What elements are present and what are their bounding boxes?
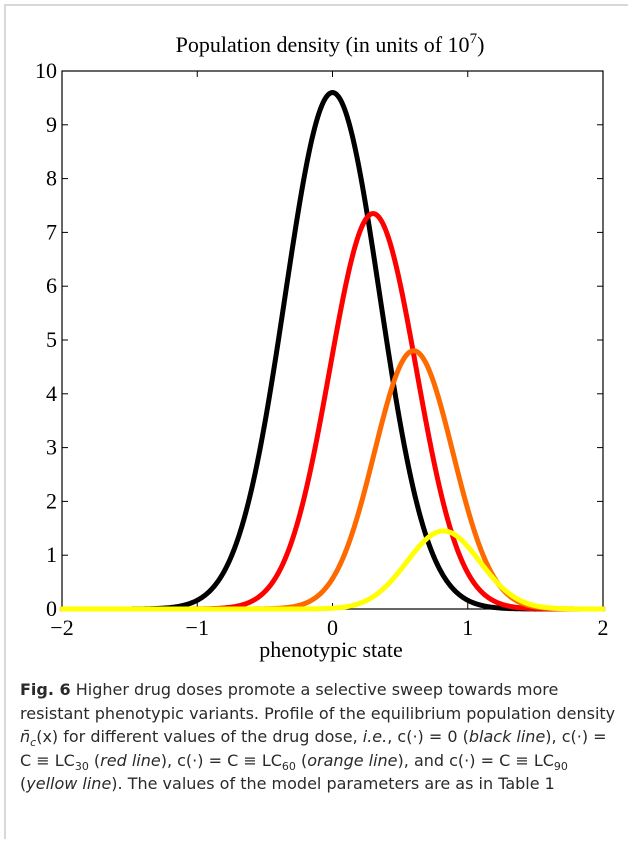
series-line-orange [59,348,606,612]
caption-sub60: 60 [281,759,296,773]
y-tick-label: 7 [46,219,57,244]
caption-part6: ), and c(·) = C ≡ LC [397,750,554,770]
y-tick-label: 5 [46,327,57,352]
y-tick-label: 6 [46,273,57,298]
caption-sub30: 30 [74,759,89,773]
y-tick-label: 4 [46,381,57,406]
caption-part1: , c(·) = 0 ( [387,727,469,746]
caption-part2: ), c(·) = C ≡ LC [20,727,607,770]
x-tick-label: 1 [462,615,473,640]
caption-lead: Higher drug doses promote a selective sw… [20,680,616,723]
chart: Population density (in units of 107) −2−… [35,31,609,662]
plot-frame [61,70,604,610]
caption-part4: ), c(·) = C ≡ LC [160,750,282,770]
chart-title-close: ) [477,32,484,57]
caption-part3: ( [88,750,101,770]
x-tick-label: −2 [50,615,73,640]
y-tick-label: 1 [46,542,57,567]
caption-part8: ). The values of the model parameters ar… [111,774,555,793]
caption-orange-line: orange line [307,750,398,770]
caption-black-line: black line [468,727,546,746]
page-border [4,4,628,839]
y-tick-label: 9 [46,112,57,137]
y-tick-label: 10 [35,58,57,83]
chart-title-exponent: 7 [470,31,478,47]
y-tick-label: 3 [46,435,57,460]
caption-part7: ( [20,774,27,793]
caption-part5: ( [295,750,308,770]
x-axis-label: phenotypic state [259,637,403,662]
caption-red-line: red line [100,750,161,770]
caption-after-n: (x) for different values of the drug dos… [36,727,363,746]
series-line-red [59,211,606,612]
chart-title-main: Population density (in units of 10 [176,32,470,57]
y-tick-label: 2 [46,488,57,513]
caption-yellow-line: yellow line [26,774,112,793]
x-tick-label: −1 [186,615,209,640]
caption-sub-c: c [30,736,37,750]
chart-title: Population density (in units of 107) [176,31,485,57]
caption-sub90: 90 [553,759,568,773]
caption-ie: i.e. [362,727,388,746]
y-tick-label: 8 [46,166,57,191]
plot-area: −2 −1 0 1 2 0 1 2 3 4 5 6 7 8 9 10 [35,58,609,640]
y-tick-label: 0 [46,596,57,621]
x-tick-label: 0 [327,615,338,640]
x-tick-label: 2 [598,615,609,640]
caption-nbar: n̄ [20,727,31,746]
series-line-yellow [59,528,606,612]
figure-caption: Fig. 6 Higher drug doses promote a selec… [20,678,620,796]
figure-label: Fig. 6 [20,680,71,699]
